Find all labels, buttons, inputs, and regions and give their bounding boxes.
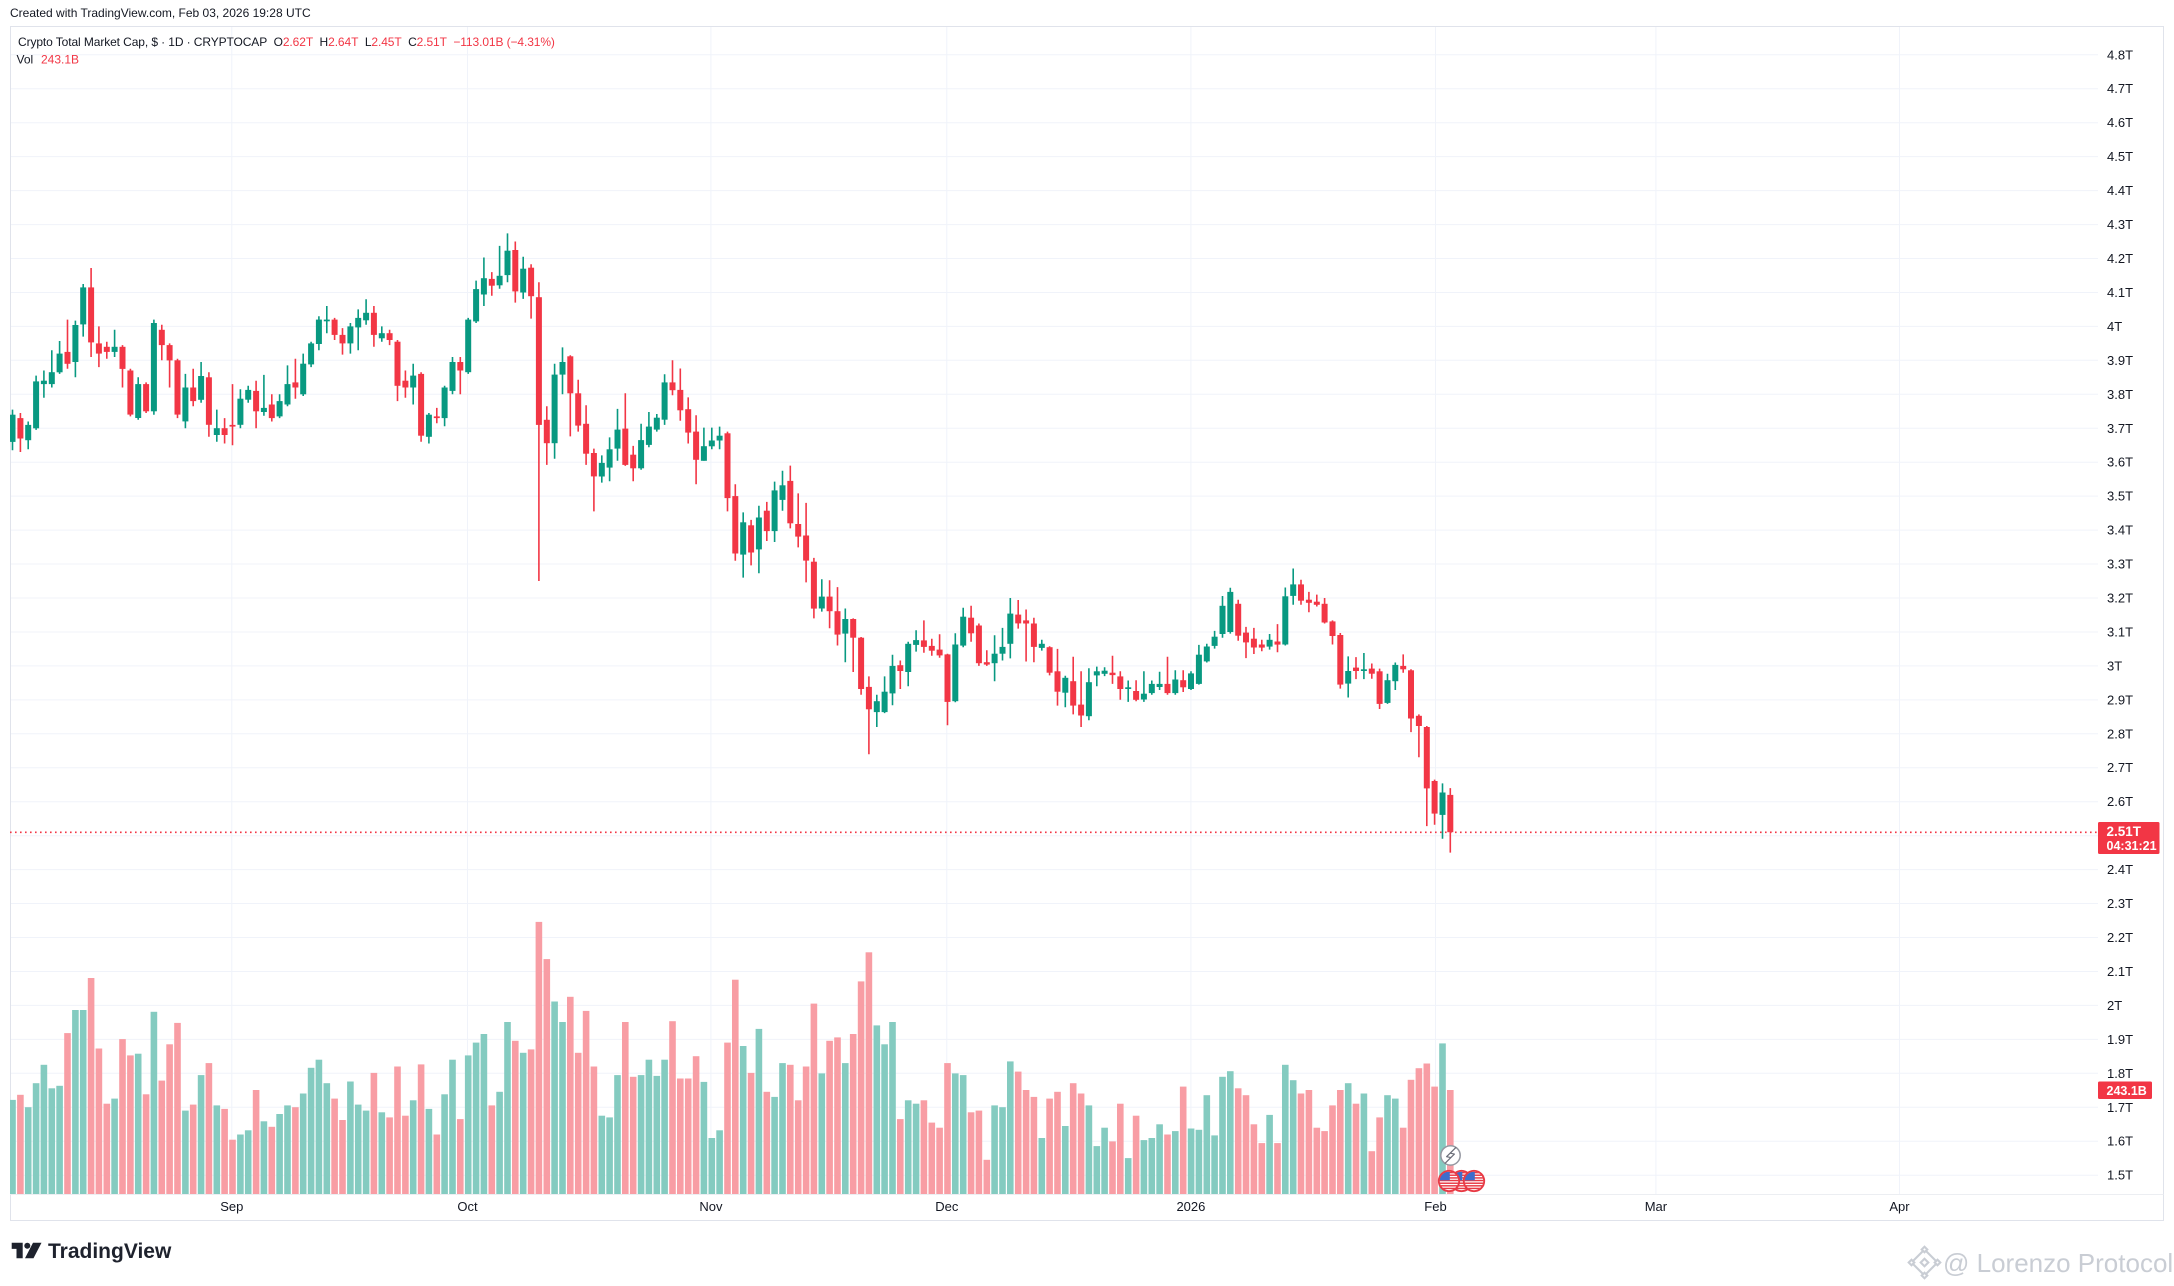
svg-text:1.8T: 1.8T [2107,1066,2133,1081]
svg-text:4.2T: 4.2T [2107,251,2133,266]
svg-text:2.7T: 2.7T [2107,760,2133,775]
svg-text:3T: 3T [2107,658,2122,673]
svg-text:2.3T: 2.3T [2107,896,2133,911]
svg-text:2026: 2026 [1176,1199,1205,1214]
svg-text:3.9T: 3.9T [2107,353,2133,368]
svg-text:3.2T: 3.2T [2107,591,2133,606]
svg-text:4.8T: 4.8T [2107,47,2133,62]
svg-text:Created with TradingView.com,: Created with TradingView.com, Feb 03, 20… [10,6,311,20]
svg-text:TradingView: TradingView [48,1240,172,1263]
svg-text:2.51T: 2.51T [2107,824,2142,839]
svg-text:3.8T: 3.8T [2107,387,2133,402]
svg-text:Crypto Total Market Cap, $ · 1: Crypto Total Market Cap, $ · 1D · CRYPTO… [18,35,555,49]
svg-text:Vol: Vol [17,53,34,67]
svg-text:04:31:21: 04:31:21 [2107,839,2157,853]
svg-text:3.1T: 3.1T [2107,625,2133,640]
svg-text:Dec: Dec [935,1199,959,1214]
svg-text:Sep: Sep [220,1199,243,1214]
svg-text:1.9T: 1.9T [2107,1032,2133,1047]
svg-text:2.2T: 2.2T [2107,930,2133,945]
svg-text:4.6T: 4.6T [2107,115,2133,130]
svg-text:4T: 4T [2107,319,2122,334]
svg-text:Feb: Feb [1424,1199,1446,1214]
svg-text:4.5T: 4.5T [2107,149,2133,164]
svg-text:4.3T: 4.3T [2107,217,2133,232]
svg-text:4.1T: 4.1T [2107,285,2133,300]
svg-text:Nov: Nov [699,1199,723,1214]
svg-text:243.1B: 243.1B [2107,1084,2147,1098]
svg-text:4.4T: 4.4T [2107,183,2133,198]
svg-text:2.4T: 2.4T [2107,862,2133,877]
svg-text:3.4T: 3.4T [2107,523,2133,538]
svg-text:1.6T: 1.6T [2107,1134,2133,1149]
svg-text:@ Lorenzo Protocol: @ Lorenzo Protocol [1943,1248,2173,1278]
svg-text:2T: 2T [2107,998,2122,1013]
svg-text:2.1T: 2.1T [2107,964,2133,979]
svg-text:3.6T: 3.6T [2107,455,2133,470]
svg-text:Mar: Mar [1645,1199,1668,1214]
svg-text:2.9T: 2.9T [2107,692,2133,707]
svg-text:4.7T: 4.7T [2107,81,2133,96]
svg-text:3.7T: 3.7T [2107,421,2133,436]
svg-text:1.5T: 1.5T [2107,1168,2133,1183]
svg-text:3.3T: 3.3T [2107,557,2133,572]
svg-text:Apr: Apr [1889,1199,1910,1214]
svg-text:2.8T: 2.8T [2107,726,2133,741]
svg-text:3.5T: 3.5T [2107,489,2133,504]
svg-text:Oct: Oct [457,1199,478,1214]
svg-text:243.1B: 243.1B [41,53,79,67]
svg-text:2.6T: 2.6T [2107,794,2133,809]
svg-text:1.7T: 1.7T [2107,1100,2133,1115]
